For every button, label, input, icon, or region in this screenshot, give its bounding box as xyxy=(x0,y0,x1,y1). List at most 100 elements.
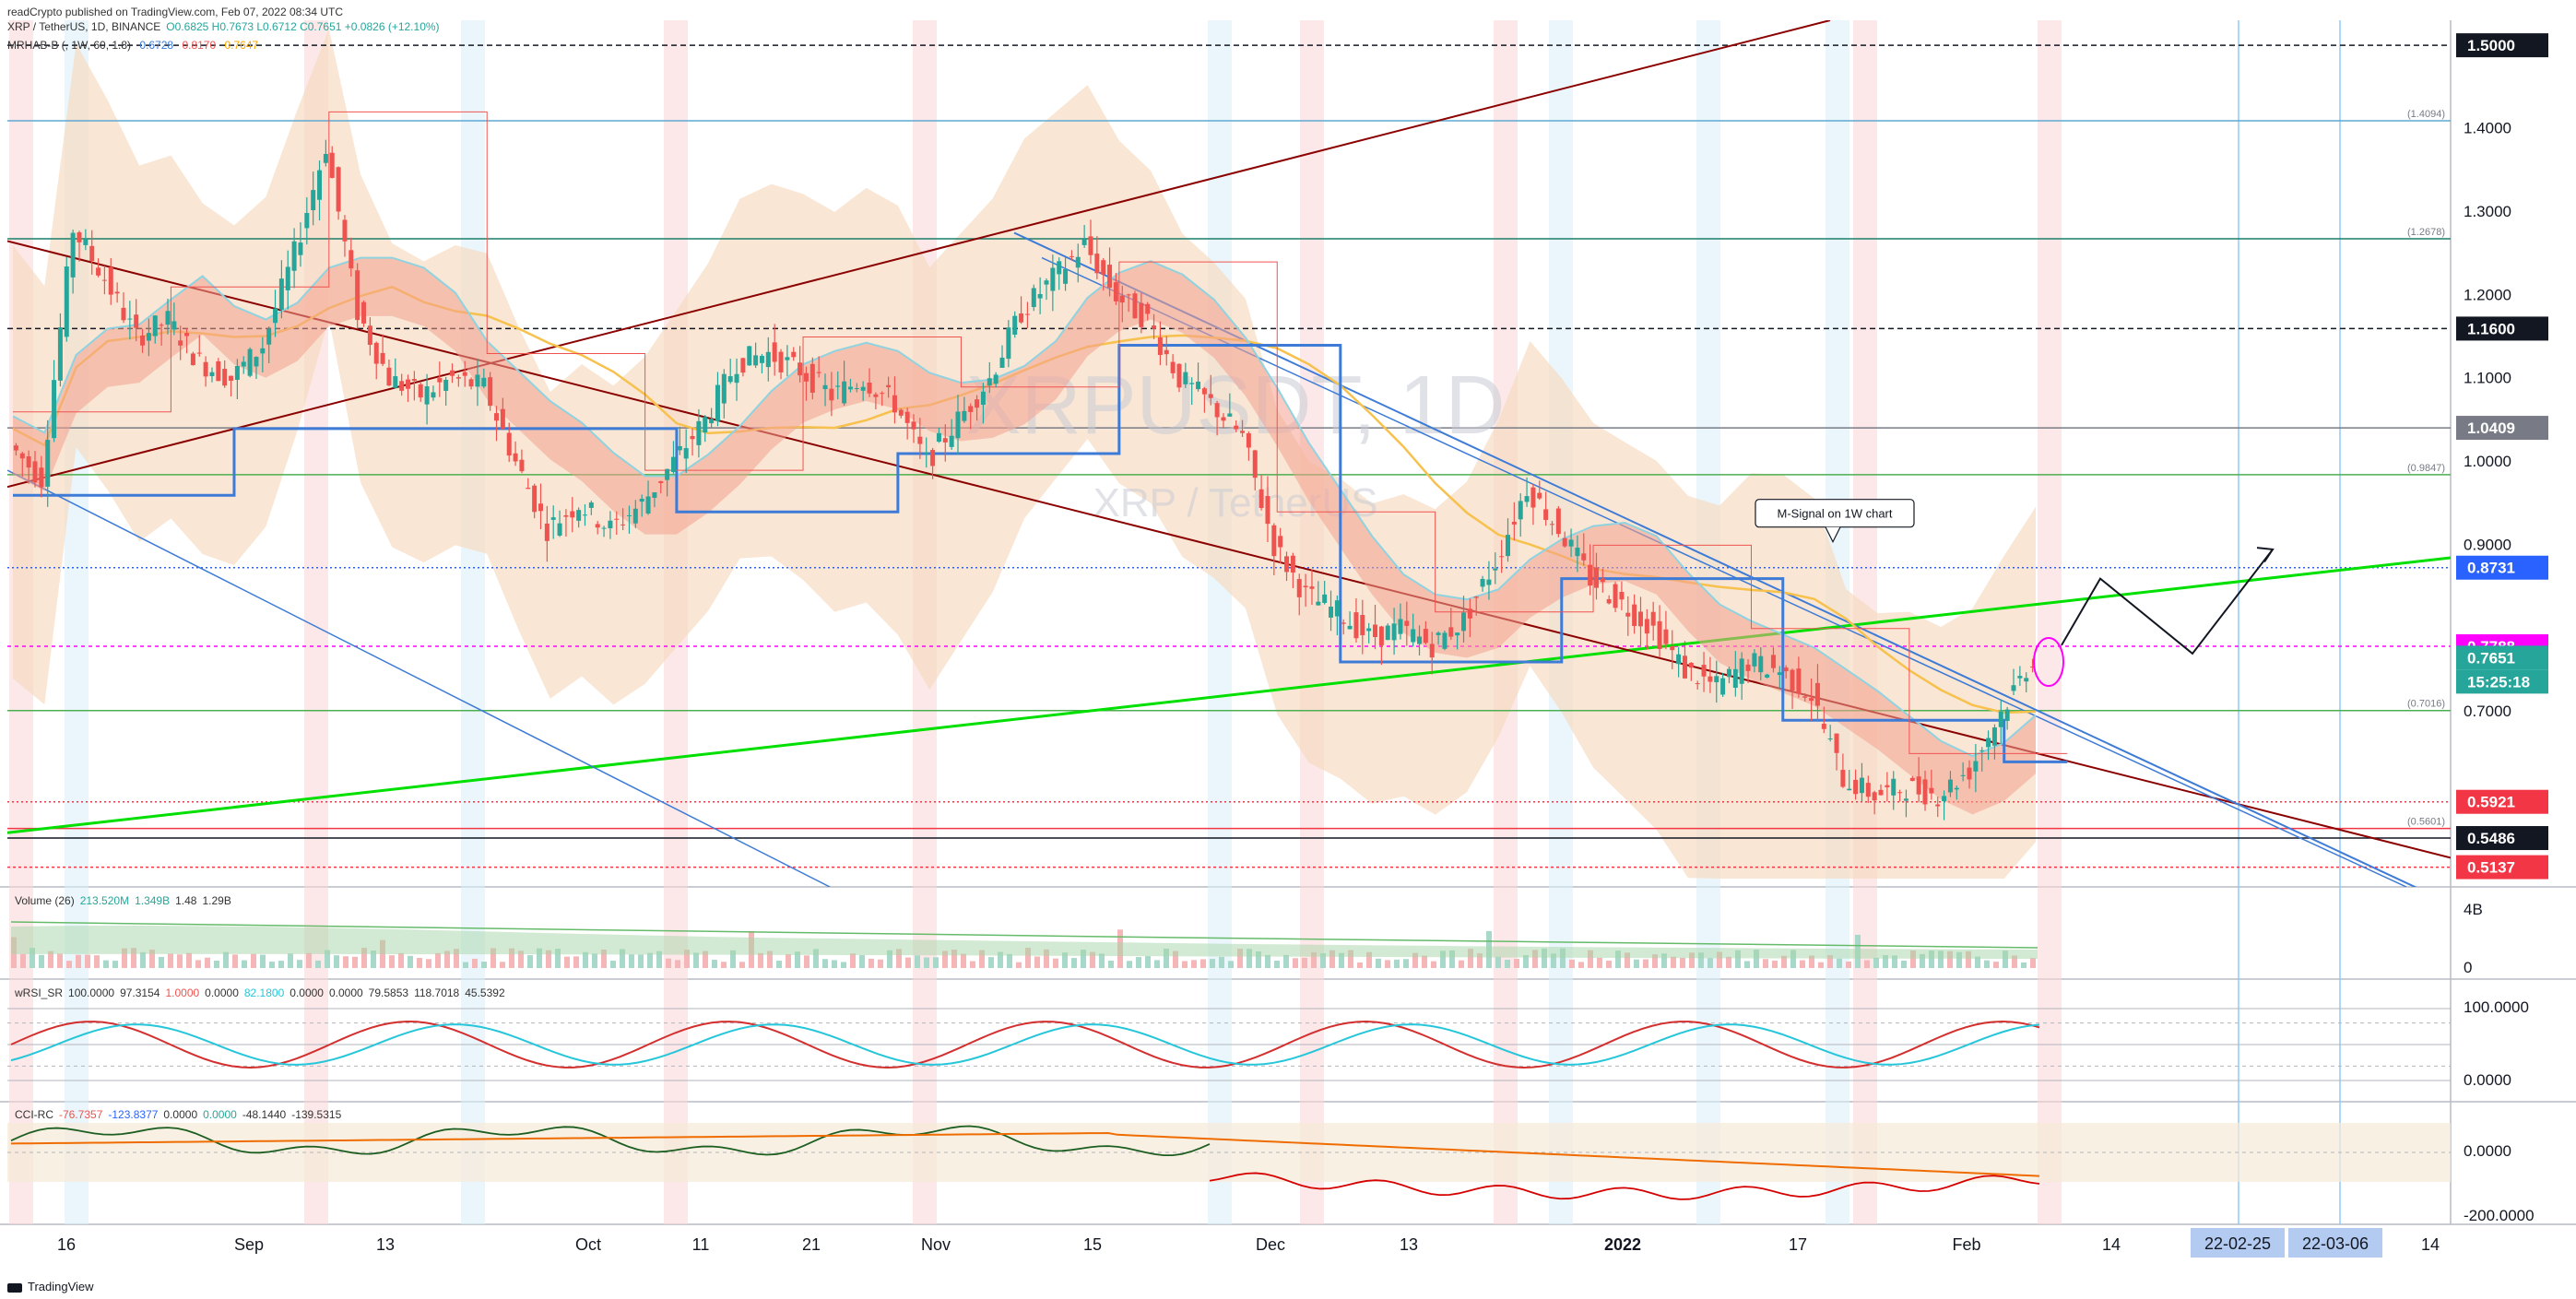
volume-axis-label: 0 xyxy=(2464,959,2472,976)
candle-body xyxy=(1790,669,1795,691)
volume-bar xyxy=(988,957,994,968)
price-axis-label: 1.1000 xyxy=(2464,370,2511,387)
candle-body xyxy=(962,410,967,421)
volume-bar xyxy=(500,962,505,968)
candle-body xyxy=(1537,492,1542,499)
tradingview-logo: TradingView xyxy=(7,1280,94,1293)
candle-body xyxy=(304,213,310,229)
volume-bar xyxy=(140,951,146,968)
candle-body xyxy=(1809,698,1814,702)
red-step-line xyxy=(13,111,2068,754)
volume-bar xyxy=(490,948,496,968)
candle-body xyxy=(1847,788,1852,791)
candle-body xyxy=(1296,579,1302,597)
candle-body xyxy=(89,245,95,262)
candle-body xyxy=(273,308,278,324)
volume-bar xyxy=(251,953,256,968)
candle-body xyxy=(1132,293,1138,319)
candle-body xyxy=(1632,604,1637,627)
volume-bar xyxy=(869,958,874,968)
candle-body xyxy=(1853,779,1859,795)
candle-body xyxy=(2004,709,2010,721)
candle-body xyxy=(1341,622,1346,624)
candle-body xyxy=(1922,779,1928,805)
candle-body xyxy=(1588,564,1593,586)
volume-bar xyxy=(583,951,588,968)
volume-bar xyxy=(315,960,321,968)
volume-bar xyxy=(66,961,72,968)
candle-body xyxy=(658,481,664,483)
candle-body xyxy=(1752,653,1757,667)
volume-bar xyxy=(675,960,680,968)
volume-bar xyxy=(1975,956,1980,968)
highlight-ellipse xyxy=(2033,636,2064,687)
volume-bar xyxy=(1459,960,1464,968)
candle-body xyxy=(1796,668,1802,694)
candle-body xyxy=(1278,536,1283,548)
candle-body xyxy=(892,395,897,413)
candle-body xyxy=(860,386,866,391)
time-axis-label: 14 xyxy=(2102,1235,2121,1254)
candle-body xyxy=(1493,568,1498,571)
candle-body xyxy=(506,432,512,456)
candle-body xyxy=(1234,425,1239,430)
candle-body xyxy=(955,411,961,439)
candle-body xyxy=(1897,792,1903,794)
volume-bar xyxy=(1376,958,1381,968)
candle-body xyxy=(670,456,676,473)
volume-bar xyxy=(1219,956,1224,968)
cci-axis-label: -200.0000 xyxy=(2464,1207,2535,1224)
volume-bar xyxy=(408,955,413,968)
candle-body xyxy=(1290,555,1295,573)
candle-body xyxy=(1650,611,1656,626)
volume-bar xyxy=(1339,952,1344,968)
time-axis-label: 21 xyxy=(802,1235,821,1254)
candle-body xyxy=(993,374,998,384)
volume-bar xyxy=(1108,961,1114,968)
volume-bar xyxy=(352,956,358,968)
level-label: (0.9847) xyxy=(2407,463,2445,474)
volume-bar xyxy=(334,955,339,968)
candle-body xyxy=(178,340,183,346)
candle-body xyxy=(1929,787,1934,794)
candle-body xyxy=(1581,553,1587,561)
candle-body xyxy=(329,152,335,178)
volume-bar xyxy=(186,952,192,968)
candle-body xyxy=(942,438,948,443)
volume-bar xyxy=(1947,951,1953,968)
candle-body xyxy=(1031,288,1036,308)
candle-body xyxy=(1126,294,1131,296)
candle-body xyxy=(1998,711,2003,727)
volume-bar xyxy=(942,951,948,968)
candle-body xyxy=(1543,509,1549,520)
candle-body xyxy=(1081,239,1087,245)
candle-body xyxy=(241,361,246,367)
candle-body xyxy=(1524,496,1530,502)
projection-path xyxy=(2061,549,2274,655)
price-badge xyxy=(2456,669,2548,694)
candle-body xyxy=(936,432,941,443)
volume-bar xyxy=(573,956,579,968)
price-badge xyxy=(2456,555,2548,580)
candle-body xyxy=(1663,629,1669,644)
candle-body xyxy=(152,315,158,337)
candle-body xyxy=(1777,672,1782,676)
candle-body xyxy=(411,379,417,381)
date-badge-label: 22-02-25 xyxy=(2204,1234,2271,1253)
volume-bar xyxy=(1329,950,1335,968)
candle-body xyxy=(1954,787,1959,790)
volume-bar xyxy=(1984,960,1990,968)
candle-body xyxy=(1075,256,1081,268)
candle-body xyxy=(2017,676,2023,679)
volume-bar xyxy=(767,951,773,968)
candle-body xyxy=(1063,268,1069,284)
highlight-stripe xyxy=(1208,20,1232,1224)
candle-body xyxy=(39,467,44,488)
price-badge-label: 0.8731 xyxy=(2467,560,2515,577)
volume-axis-label: 4B xyxy=(2464,901,2483,918)
volume-bar xyxy=(1873,957,1879,968)
volume-bar xyxy=(1412,952,1418,968)
highlight-stripe xyxy=(461,20,485,1224)
volume-bar xyxy=(1726,956,1731,968)
